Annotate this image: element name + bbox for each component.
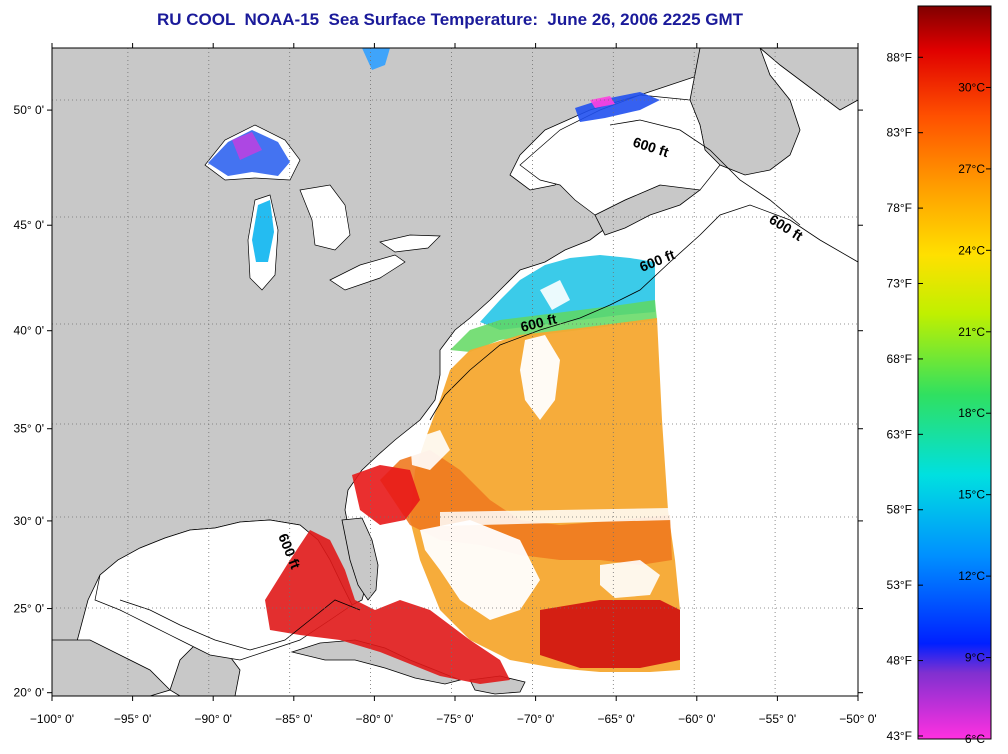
colorbar-celsius-label: 30°C [958, 80, 985, 94]
axis-ticks: −100° 0' −95° 0' −90° 0' −85° 0' −80° 0' −75°… [14, 43, 877, 726]
colorbar-fahrenheit-label: 73°F [887, 277, 912, 291]
sst-swath-red-gulf [265, 530, 510, 684]
shelf-contour-st-lawrence [609, 119, 801, 226]
lake-huron [299, 184, 351, 251]
colorbar-fahrenheit-label: 53°F [887, 578, 912, 592]
lon-tick-label: −65° 0' [597, 712, 634, 726]
florida-peninsula-land [341, 517, 379, 601]
sst-swath-red-south [352, 465, 420, 525]
lake-erie [329, 254, 406, 291]
lat-tick-label: 20° 0' [14, 686, 44, 700]
lat-tick-label: 40° 0' [14, 324, 44, 338]
colorbar-celsius-label: 21°C [958, 325, 985, 339]
lon-tick-label: −95° 0' [114, 712, 151, 726]
st-lawrence-sst-magenta [590, 96, 615, 108]
colorbar-fahrenheit-label: 78°F [887, 201, 912, 215]
lake-ontario [379, 234, 441, 253]
lon-tick-label: −90° 0' [194, 712, 231, 726]
map-title: RU COOL NOAA-15 Sea Surface Temperature:… [156, 10, 744, 29]
lat-tick-label: 30° 0' [14, 514, 44, 528]
lon-tick-label: −60° 0' [678, 712, 715, 726]
colorbar-fahrenheit-label: 58°F [887, 503, 912, 517]
colorbar-celsius-label: 24°C [958, 243, 985, 257]
colorbar-fahrenheit-label: 63°F [887, 427, 912, 441]
cloud-patch-2 [420, 520, 540, 620]
sst-swath-red-bahamas [540, 600, 680, 668]
lon-tick-label: −85° 0' [275, 712, 312, 726]
colorbar-celsius-label: 15°C [958, 488, 985, 502]
hudson-bay-sst [362, 48, 390, 70]
colorbar-fahrenheit-label: 68°F [887, 352, 912, 366]
colorbar-fahrenheit-label: 48°F [887, 654, 912, 668]
lon-tick-label: −80° 0' [356, 712, 393, 726]
colorbar-labels: 30°C 27°C 24°C 21°C 18°C 15°C 12°C 9°C 6°C 88°F 83… [887, 50, 991, 746]
colorbar-celsius-label: 12°C [958, 569, 985, 583]
shelf-contour-atlantic [429, 204, 858, 421]
st-lawrence-sst [575, 92, 660, 122]
colorbar-fahrenheit-label: 43°F [887, 729, 912, 743]
lon-tick-label: −55° 0' [759, 712, 796, 726]
greenland-corner-land [759, 48, 858, 111]
colorbar-celsius-label: 6°C [965, 732, 985, 746]
colorbar-fahrenheit-label: 83°F [887, 126, 912, 140]
temperature-colorbar [917, 5, 992, 740]
map-grid [52, 48, 858, 696]
lon-tick-label: −50° 0' [839, 712, 876, 726]
mexico-yucatan-land [52, 639, 171, 696]
cloud-patch-3 [600, 560, 660, 598]
lon-tick-label: −70° 0' [517, 712, 554, 726]
cloud-patch-1 [520, 335, 560, 420]
cloud-patch-4 [410, 430, 450, 470]
shelf-contour-gulf [119, 599, 361, 651]
lake-superior-sst-purple [232, 132, 262, 160]
colorbar-celsius-label: 9°C [965, 651, 985, 665]
lat-tick-label: 25° 0' [14, 602, 44, 616]
lon-tick-label: −100° 0' [30, 712, 74, 726]
cloud-patch-5 [540, 280, 570, 310]
lat-tick-label: 45° 0' [14, 218, 44, 232]
colorbar-celsius-label: 27°C [958, 162, 985, 176]
lat-tick-label: 35° 0' [14, 422, 44, 436]
lat-tick-label: 50° 0' [14, 103, 44, 117]
colorbar-celsius-label: 18°C [958, 406, 985, 420]
lake-michigan-sst [252, 200, 274, 262]
colorbar-fahrenheit-label: 88°F [887, 50, 912, 64]
lon-tick-label: −75° 0' [436, 712, 473, 726]
